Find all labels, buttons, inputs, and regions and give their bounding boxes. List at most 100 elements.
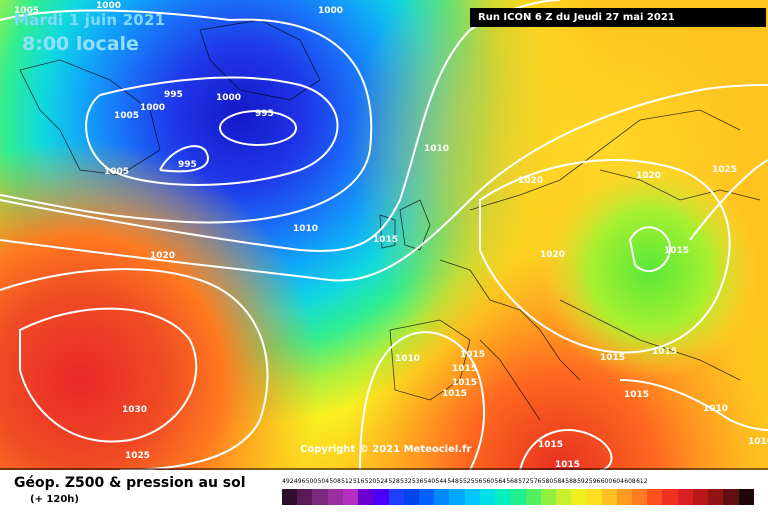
scale-value: 588 [565,478,577,485]
scale-value: 568 [506,478,518,485]
isobar-label: 1020 [540,250,565,260]
isobar-label: 1015 [652,347,677,357]
isobar-label: 1005 [104,167,129,177]
scale-swatch [540,489,556,505]
scale-value: 612 [636,478,648,485]
isobar-label: 995 [164,90,183,100]
scale-swatch [601,489,617,505]
isobar-label: 1015 [538,440,563,450]
color-scale-bar [282,489,754,505]
isobar-label: 1030 [122,405,147,415]
scale-swatch [555,489,572,505]
isobar-label: 1010 [748,437,768,447]
scale-swatch [586,489,602,505]
isobar-label: 1000 [96,1,121,11]
isobar-label: 1015 [664,246,689,256]
scale-swatch [297,489,313,505]
isobar-label: 1020 [518,176,543,186]
scale-swatch [373,489,389,505]
scale-swatch [449,489,465,505]
scale-value: 604 [612,478,624,485]
isobar-label: 1010 [395,354,420,364]
isobar-label: 1010 [293,224,318,234]
scale-value: 508 [329,478,341,485]
scale-swatch [479,489,496,505]
isobar-label: 1015 [460,350,485,360]
coastlines [19,19,761,421]
scale-value: 592 [577,478,589,485]
scale-swatch [662,489,678,505]
scale-swatch [418,489,435,505]
scale-swatch [510,489,526,505]
scale-value: 536 [411,478,424,485]
isobar-label: 1020 [636,171,661,181]
scale-value: 608 [624,478,636,485]
scale-value: 532 [400,478,412,485]
isobar-label: 1015 [555,460,580,470]
scale-swatch [647,489,663,505]
scale-value: 572 [518,478,530,485]
isobar-label: 1010 [703,404,728,414]
scale-value: 584 [553,478,565,485]
scale-value: 496 [293,478,306,485]
scale-swatch [677,489,693,505]
scale-swatch [708,489,724,505]
copyright-notice: Copyright © 2021 Meteociel.fr [300,444,472,455]
scale-swatch [327,489,343,505]
isobar-label: 1000 [318,6,343,16]
isobar-label: 995 [255,109,274,119]
isobar-label: 1005 [114,111,139,121]
scale-swatch [464,489,480,505]
scale-swatch [723,489,739,505]
isobar-label: 1015 [373,235,398,245]
scale-value: 556 [470,478,483,485]
forecast-time: 8:00 locale [22,33,139,55]
scale-value: 540 [423,478,436,485]
scale-value: 552 [459,478,471,485]
east-cool-zone [0,0,768,470]
isobar-label: 1015 [600,353,625,363]
scale-value: 492 [282,478,294,485]
isobar-label: 1025 [125,451,150,461]
scale-value: 500 [305,478,318,485]
scale-swatch [388,489,404,505]
scale-value: 520 [364,478,377,485]
scale-swatch [434,489,450,505]
scale-value: 564 [494,478,506,485]
scale-value: 560 [482,478,495,485]
isobar-label: 1010 [424,144,449,154]
legend-panel: Géop. Z500 & pression au sol (+ 120h) 49… [0,470,768,512]
scale-value: 580 [541,478,554,485]
forecast-date: Mardi 1 juin 2021 [14,11,166,29]
isobar-label: 1005 [14,6,39,16]
isobar-label: 1015 [442,389,467,399]
scale-swatch [312,489,328,505]
legend-subtitle: (+ 120h) [30,494,79,505]
isobar-label: 1000 [216,93,241,103]
isobar-label: 1020 [150,251,175,261]
scale-value: 596 [588,478,601,485]
isobar-label: 1025 [712,165,737,175]
scale-value: 504 [317,478,330,485]
isobar-label: 995 [178,160,197,170]
scale-swatch [571,489,587,505]
scale-swatch [403,489,419,505]
isobar-label: 1015 [624,390,649,400]
scale-value: 544 [435,478,447,485]
scale-value: 528 [388,478,400,485]
legend-title: Géop. Z500 & pression au sol [14,475,246,491]
isobar-label: 1015 [452,364,477,374]
color-scale-labels: 492 496 500 504 508 512 516 520 524 528 532 536 540 5… [282,478,754,485]
scale-swatch [342,489,359,505]
scale-swatch [692,489,709,505]
scale-value: 576 [529,478,542,485]
scale-value: 600 [600,478,613,485]
scale-value: 516 [352,478,365,485]
scale-swatch [358,489,374,505]
scale-swatch [616,489,633,505]
scale-value: 548 [447,478,459,485]
scale-swatch [632,489,648,505]
isobar-label: 1015 [452,378,477,388]
